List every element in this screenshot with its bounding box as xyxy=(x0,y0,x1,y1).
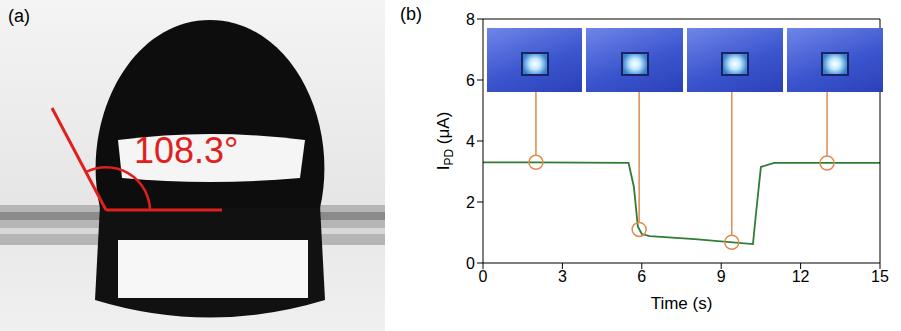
svg-text:0: 0 xyxy=(466,255,475,272)
svg-text:108.3°: 108.3° xyxy=(134,130,238,171)
svg-text:8: 8 xyxy=(466,11,475,28)
svg-text:6: 6 xyxy=(637,268,646,285)
svg-text:(a): (a) xyxy=(8,6,30,26)
html-text:(b): (b) xyxy=(400,4,422,24)
svg-text:6: 6 xyxy=(466,72,475,89)
svg-text:0: 0 xyxy=(479,268,488,285)
svg-text:15: 15 xyxy=(871,268,889,285)
svg-text:3: 3 xyxy=(558,268,567,285)
svg-text:IPD (μA): IPD (μA) xyxy=(434,112,456,171)
svg-text:12: 12 xyxy=(792,268,810,285)
svg-text:9: 9 xyxy=(717,268,726,285)
svg-text:Time (s): Time (s) xyxy=(651,294,713,313)
svg-text:2: 2 xyxy=(466,194,475,211)
svg-text:4: 4 xyxy=(466,133,475,150)
